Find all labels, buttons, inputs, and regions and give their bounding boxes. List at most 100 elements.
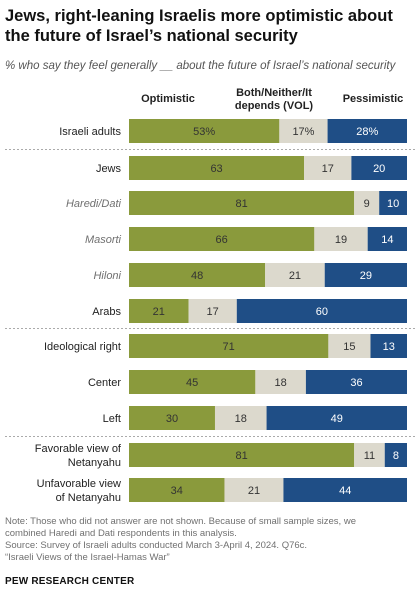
data-label-11-3: 44 xyxy=(339,485,351,497)
bar-6-segment-2 xyxy=(188,299,237,323)
bar-7-segment-2 xyxy=(328,334,371,358)
data-label-10-3: 8 xyxy=(393,450,399,462)
bar-3-segment-1 xyxy=(129,191,355,215)
bar-3-segment-3 xyxy=(379,191,407,215)
bar-7-segment-3 xyxy=(370,334,407,358)
data-label-4-1: 66 xyxy=(216,234,228,246)
data-label-5-3: 29 xyxy=(360,270,372,282)
bar-11-segment-2 xyxy=(224,478,284,502)
category-label-11-line-1: Unfavorable view xyxy=(37,478,121,490)
bar-6-segment-3 xyxy=(236,299,407,323)
legend-optimistic: Optimistic xyxy=(141,93,195,105)
bar-1-segment-3 xyxy=(327,119,407,143)
organization-name: PEW RESEARCH CENTER xyxy=(5,576,135,587)
bar-1-segment-1 xyxy=(129,119,280,143)
data-label-9-3: 49 xyxy=(331,413,343,425)
legend-both: Both/Neither/It depends (VOL) xyxy=(222,87,326,113)
data-label-4-3: 14 xyxy=(381,234,393,246)
bar-10-segment-3 xyxy=(384,443,407,467)
bar-5-segment-2 xyxy=(265,263,325,287)
category-label-10-line-2: Netanyahu xyxy=(68,457,121,469)
category-label-4: Masorti xyxy=(85,234,122,246)
bar-5-segment-1 xyxy=(129,263,266,287)
category-label-3-line-1: Haredi/Dati xyxy=(66,198,122,210)
data-label-6-3: 60 xyxy=(316,306,328,318)
category-label-6-line-1: Arabs xyxy=(92,306,121,318)
category-label-1-line-1: Israeli adults xyxy=(59,126,121,138)
note-line-2: combined Haredi and Dati respondents in … xyxy=(5,528,237,539)
category-label-7-line-1: Ideological right xyxy=(44,341,121,353)
category-label-10-line-1: Favorable view of xyxy=(35,443,122,455)
data-label-8-1: 45 xyxy=(186,377,198,389)
data-label-2-1: 63 xyxy=(210,163,222,175)
bar-11-segment-1 xyxy=(129,478,225,502)
bar-3-segment-2 xyxy=(354,191,380,215)
bar-2-segment-1 xyxy=(129,156,305,180)
category-label-2: Jews xyxy=(96,163,122,175)
source-line: Source: Survey of Israeli adults conduct… xyxy=(5,540,308,551)
bar-6-segment-1 xyxy=(129,299,189,323)
data-label-11-2: 21 xyxy=(248,485,260,497)
data-label-5-2: 21 xyxy=(289,270,301,282)
category-label-2-line-1: Jews xyxy=(96,163,122,175)
category-label-4-line-1: Masorti xyxy=(85,234,122,246)
data-label-4-2: 19 xyxy=(335,234,347,246)
bar-5-segment-3 xyxy=(324,263,407,287)
category-label-11: Unfavorable view of Netanyahu xyxy=(37,478,121,504)
data-label-11-1: 34 xyxy=(171,485,183,497)
data-label-6-2: 17 xyxy=(207,306,219,318)
bar-7-segment-1 xyxy=(129,334,329,358)
data-label-6-1: 21 xyxy=(153,306,165,318)
data-label-3-2: 9 xyxy=(364,198,370,210)
bar-8-segment-3 xyxy=(305,370,407,394)
legend-both-line1: Both/Neither/It xyxy=(236,87,312,99)
data-label-5-1: 48 xyxy=(191,270,203,282)
bar-2-segment-2 xyxy=(304,156,352,180)
category-label-1: Israeli adults xyxy=(59,126,121,138)
data-label-8-2: 18 xyxy=(275,377,287,389)
category-label-5: Hiloni xyxy=(93,270,121,282)
category-label-6: Arabs xyxy=(92,306,121,318)
bar-4-segment-3 xyxy=(367,227,407,251)
bar-10-segment-2 xyxy=(354,443,385,467)
legend-both-line2: depends (VOL) xyxy=(234,100,314,112)
bar-9-segment-2 xyxy=(214,406,267,430)
data-label-2-3: 20 xyxy=(373,163,385,175)
note-line-1: Note: Those who did not answer are not s… xyxy=(5,516,356,527)
bar-1-segment-2 xyxy=(279,119,328,143)
data-label-9-2: 18 xyxy=(235,413,247,425)
category-label-8: Center xyxy=(88,377,121,389)
bar-2-segment-3 xyxy=(351,156,407,180)
category-label-8-line-1: Center xyxy=(88,377,121,389)
chart-title: Jews, right-leaning Israelis more optimi… xyxy=(5,7,393,45)
bar-4-segment-2 xyxy=(314,227,368,251)
bar-9-segment-1 xyxy=(129,406,215,430)
bar-8-segment-1 xyxy=(129,370,256,394)
data-label-7-1: 71 xyxy=(223,341,235,353)
category-label-11-line-2: of Netanyahu xyxy=(56,492,121,504)
stacked-bar-chart: Israeli adults 53% 17% 28% Jews 63 17 20 Haredi/… xyxy=(5,119,415,504)
data-label-1-3: 28% xyxy=(356,126,378,138)
bar-4-segment-1 xyxy=(129,227,315,251)
data-label-1-1: 53% xyxy=(193,126,215,138)
category-label-9: Left xyxy=(103,413,121,425)
chart-subtitle: % who say they feel generally __ about t… xyxy=(5,60,396,72)
data-label-10-1: 81 xyxy=(235,450,247,462)
data-label-1-2: 17% xyxy=(292,126,314,138)
report-title: “Israeli Views of the Israel-Hamas War” xyxy=(5,552,170,563)
bar-8-segment-2 xyxy=(255,370,306,394)
data-label-10-2: 11 xyxy=(364,450,375,462)
category-label-7: Ideological right xyxy=(44,341,121,353)
bar-9-segment-3 xyxy=(266,406,407,430)
category-label-3: Haredi/Dati xyxy=(66,198,122,210)
data-label-7-2: 15 xyxy=(343,341,355,353)
data-label-2-2: 17 xyxy=(322,163,334,175)
notes: Note: Those who did not answer are not s… xyxy=(5,516,415,564)
data-label-3-3: 10 xyxy=(387,198,399,210)
bar-10-segment-1 xyxy=(129,443,355,467)
data-label-3-1: 81 xyxy=(235,198,247,210)
data-label-8-3: 36 xyxy=(350,377,362,389)
category-label-10: Favorable view of Netanyahu xyxy=(35,443,122,469)
category-label-5-line-1: Hiloni xyxy=(93,270,121,282)
data-label-9-1: 30 xyxy=(166,413,178,425)
